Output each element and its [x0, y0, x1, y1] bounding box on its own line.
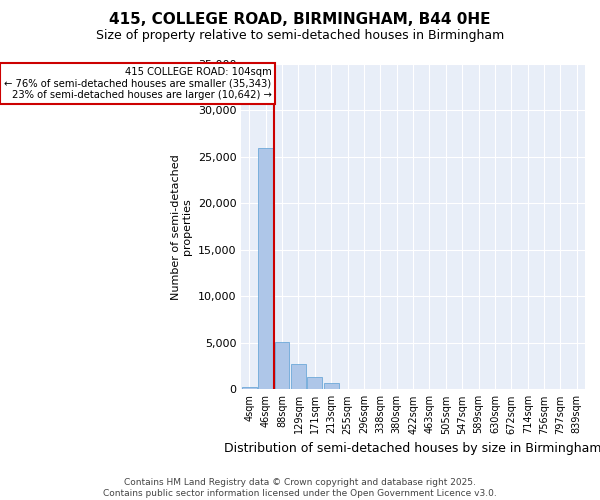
Bar [324, 383, 338, 390]
X-axis label: Distribution of semi-detached houses by size in Birmingham: Distribution of semi-detached houses by … [224, 442, 600, 455]
Bar [242, 388, 257, 390]
Bar [259, 148, 273, 390]
Bar [275, 342, 289, 390]
Text: Size of property relative to semi-detached houses in Birmingham: Size of property relative to semi-detach… [96, 29, 504, 42]
Bar [307, 377, 322, 390]
Text: Contains HM Land Registry data © Crown copyright and database right 2025.
Contai: Contains HM Land Registry data © Crown c… [103, 478, 497, 498]
Text: 415 COLLEGE ROAD: 104sqm
← 76% of semi-detached houses are smaller (35,343)
23% : 415 COLLEGE ROAD: 104sqm ← 76% of semi-d… [4, 68, 271, 100]
Text: 415, COLLEGE ROAD, BIRMINGHAM, B44 0HE: 415, COLLEGE ROAD, BIRMINGHAM, B44 0HE [109, 12, 491, 28]
Y-axis label: Number of semi-detached
properties: Number of semi-detached properties [170, 154, 192, 300]
Bar [291, 364, 306, 390]
